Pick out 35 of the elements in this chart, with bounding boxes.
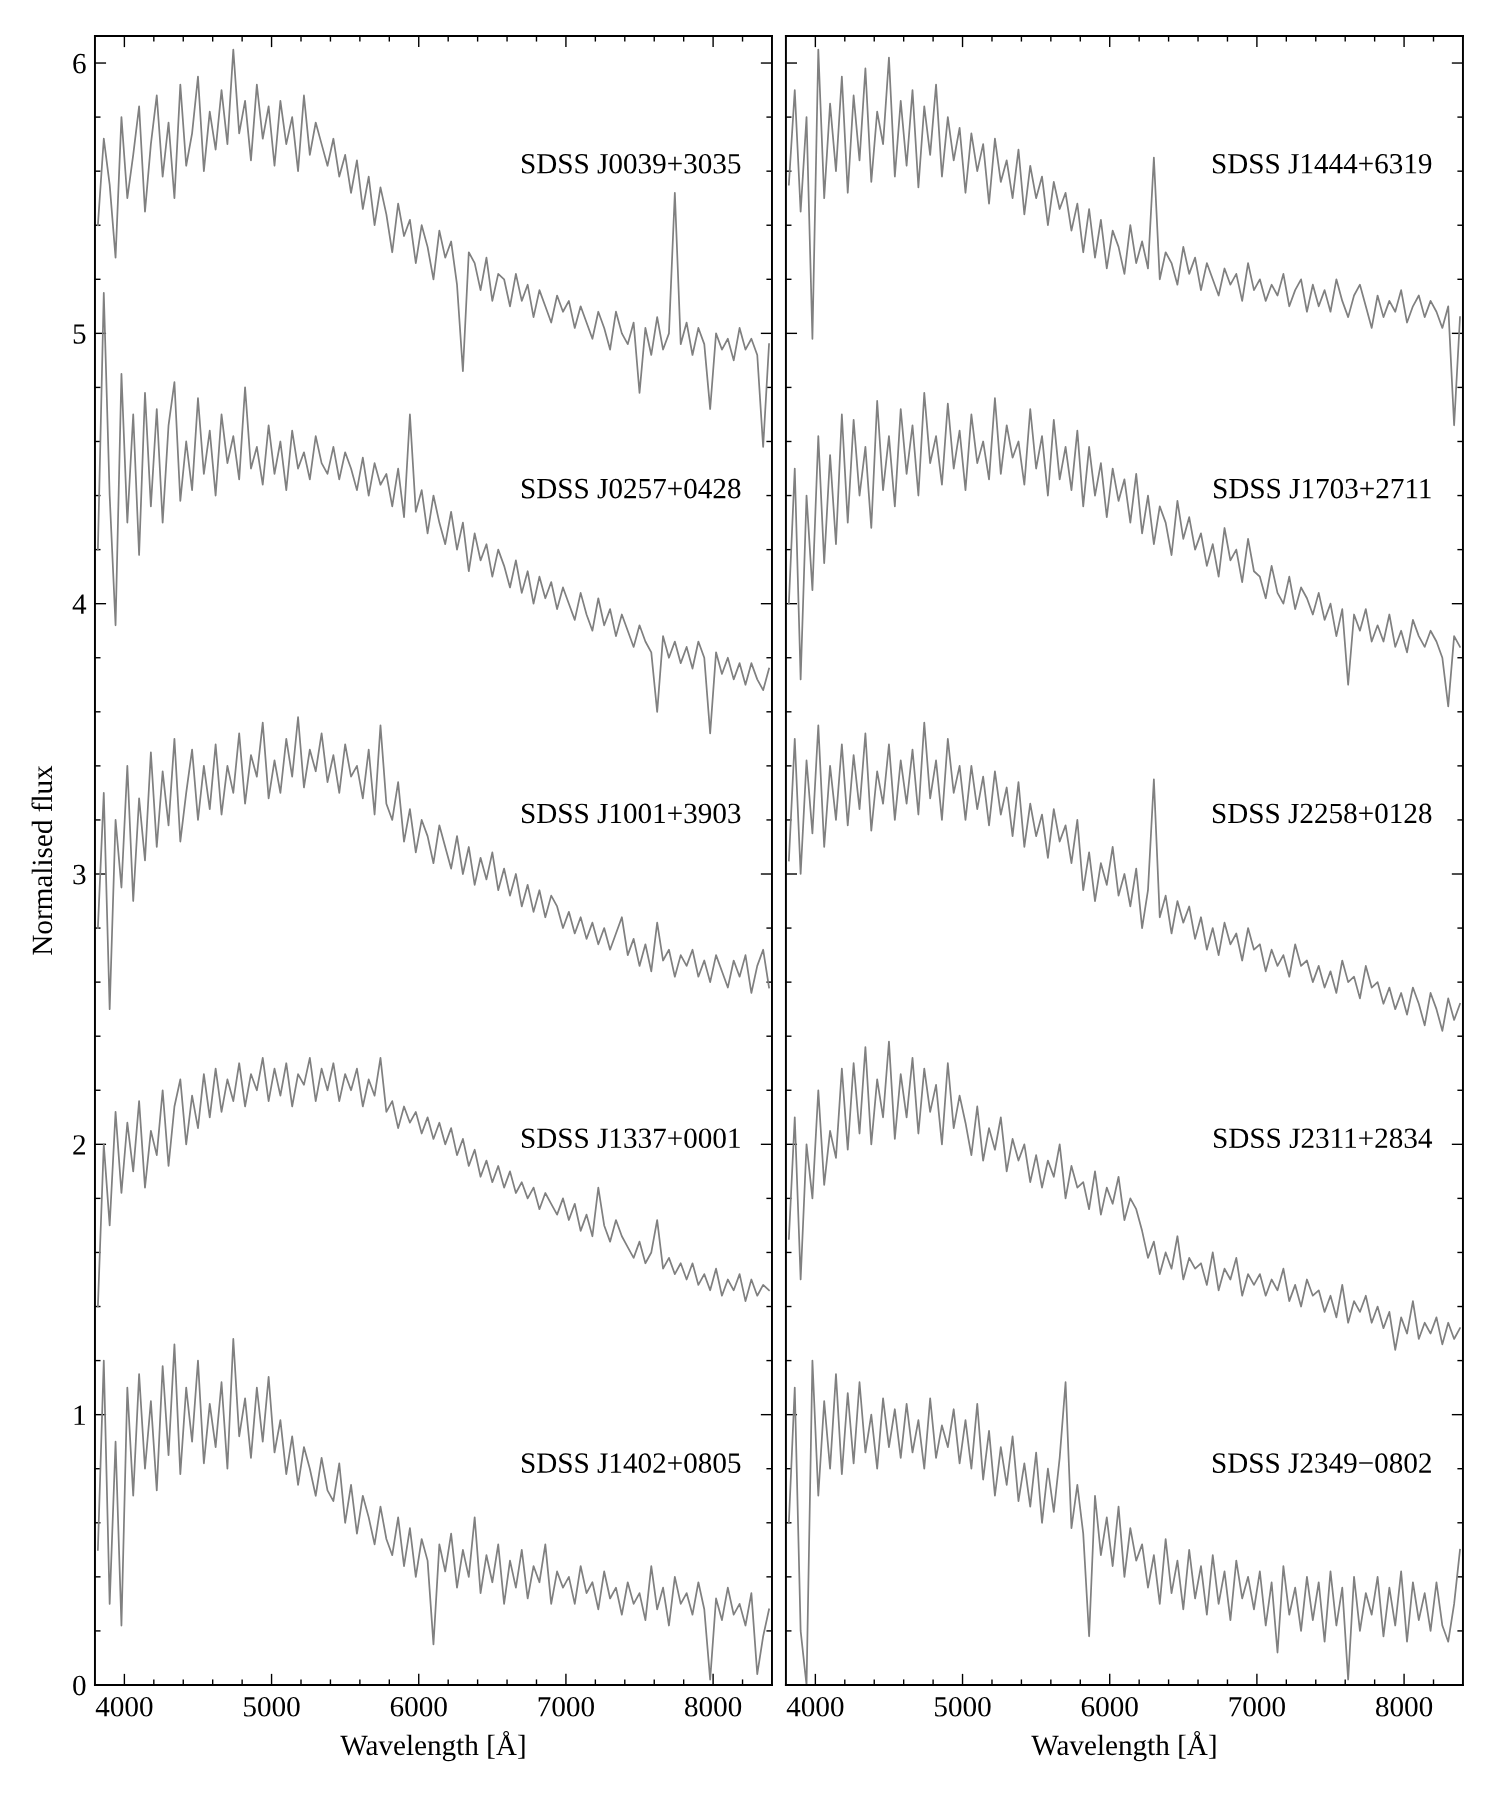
series-label: SDSS J2258+0128 xyxy=(1212,803,1432,824)
y-tick-label: 1 xyxy=(74,1405,85,1425)
line-series xyxy=(97,48,770,448)
x-tick-label: 4000 xyxy=(95,1696,153,1717)
series-label: SDSS J1001+3903 xyxy=(521,803,741,824)
x-tick-label: 7000 xyxy=(538,1696,594,1717)
x-tick-label: 5000 xyxy=(935,1696,991,1717)
x-tick-label: 6000 xyxy=(1081,1696,1138,1717)
series-label: SDSS J1703+2711 xyxy=(1214,478,1431,499)
y-axis-title: Normalised flux xyxy=(31,765,53,955)
x-axis-title: Wavelength [Å] xyxy=(340,1730,525,1762)
series-label: SDSS J1444+6319 xyxy=(1212,153,1432,174)
y-tick-label: 4 xyxy=(72,594,87,614)
line-series xyxy=(97,1338,770,1681)
y-tick-label: 3 xyxy=(73,864,86,885)
series-label: SDSS J0257+0428 xyxy=(521,478,741,499)
line-series xyxy=(97,716,770,1011)
text: SDSS J2311+2834 xyxy=(1214,1128,1433,1149)
series-label: SDSS J0039+3035 xyxy=(521,153,741,174)
line-series xyxy=(97,1056,770,1308)
x-tick-label: 4000 xyxy=(786,1696,844,1717)
x-axis-title: Wavelength [Å] xyxy=(1031,1730,1216,1762)
y-tick-label: 6 xyxy=(73,53,86,74)
x-tick-label: 8000 xyxy=(1376,1696,1433,1717)
x-tick-label: 5000 xyxy=(244,1696,300,1717)
y-tick-label: 0 xyxy=(73,1675,86,1696)
line-series xyxy=(97,291,770,735)
text: SDSS J2349−0802 xyxy=(1212,1453,1431,1473)
x-tick-label: 8000 xyxy=(685,1696,742,1717)
y-tick-label: 5 xyxy=(73,324,86,344)
x-tick-label: 7000 xyxy=(1229,1696,1285,1717)
text: SDSS J1402+0805 xyxy=(521,1453,741,1473)
y-tick-label: 2 xyxy=(73,1135,86,1155)
series-label: SDSS J1337+0001 xyxy=(521,1128,740,1149)
x-tick-label: 6000 xyxy=(390,1696,447,1717)
